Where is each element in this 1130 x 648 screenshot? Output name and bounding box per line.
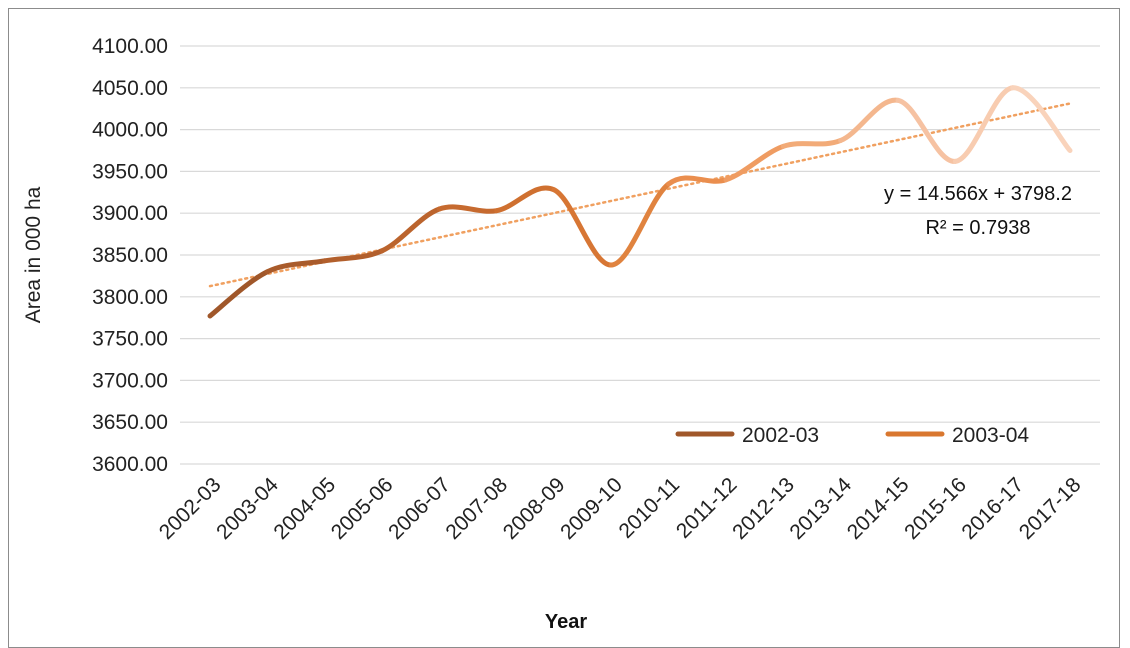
y-tick-label: 4100.00: [92, 35, 168, 58]
gridlines: [180, 46, 1100, 464]
trendline-equation: y = 14.566x + 3798.2: [884, 183, 1072, 205]
x-tick-label: 2012-13: [728, 473, 799, 544]
x-tick-label: 2003-04: [212, 473, 283, 544]
y-tick-label: 3750.00: [92, 328, 168, 351]
x-tick-label: 2005-06: [327, 473, 398, 544]
x-tick-label: 2015-16: [900, 473, 971, 544]
x-tick-label: 2009-10: [556, 473, 627, 544]
x-tick-labels: 2002-032003-042004-052005-062006-072007-…: [155, 473, 1086, 544]
legend: 2002-03 2003-04: [678, 424, 1029, 447]
series-segment: [726, 146, 783, 179]
series-segment: [783, 140, 840, 146]
x-tick-label: 2011-12: [672, 473, 742, 543]
series-segment: [554, 190, 611, 265]
y-tick-label: 3650.00: [92, 411, 168, 434]
y-tick-label: 4050.00: [92, 77, 168, 100]
x-tick-label: 2016-17: [957, 473, 1028, 544]
x-tick-label: 2017-18: [1015, 473, 1086, 544]
trendline-r-squared: R² = 0.7938: [925, 217, 1030, 239]
series-segment: [841, 100, 898, 140]
y-tick-label: 3850.00: [92, 244, 168, 267]
series-segment: [210, 272, 267, 316]
series-segment: [497, 188, 554, 211]
x-tick-label: 2002-03: [155, 473, 226, 544]
x-tick-label: 2006-07: [384, 473, 455, 544]
series-segment: [955, 88, 1012, 162]
series-segment: [325, 251, 382, 261]
y-tick-label: 3800.00: [92, 286, 168, 309]
x-axis-title: Year: [545, 611, 587, 630]
y-tick-label: 3600.00: [92, 453, 168, 476]
series-segment: [439, 207, 496, 211]
x-tick-label: 2004-05: [269, 473, 340, 544]
y-tick-label: 3700.00: [92, 369, 168, 392]
y-tick-label: 3950.00: [92, 160, 168, 183]
x-tick-label: 2014-15: [843, 473, 914, 544]
legend-label: 2003-04: [952, 424, 1029, 447]
series-segment: [611, 184, 668, 265]
y-axis-title: Area in 000 ha: [22, 186, 45, 323]
series-segment: [898, 100, 955, 161]
series-segment: [267, 261, 324, 272]
x-tick-label: 2007-08: [441, 473, 512, 544]
y-tick-labels: 3600.00 3650.00 3700.00 3750.00 3800.00 3850.…: [92, 35, 168, 476]
series-segment: [1013, 88, 1070, 151]
x-tick-label: 2010-11: [615, 473, 685, 543]
x-tick-label: 2013-14: [785, 473, 856, 544]
legend-label: 2002-03: [742, 424, 819, 447]
y-tick-label: 4000.00: [92, 119, 168, 142]
y-tick-label: 3900.00: [92, 202, 168, 225]
line-chart: 3600.00 3650.00 3700.00 3750.00 3800.00 3850.…: [0, 0, 1130, 630]
x-tick-label: 2008-09: [499, 473, 570, 544]
